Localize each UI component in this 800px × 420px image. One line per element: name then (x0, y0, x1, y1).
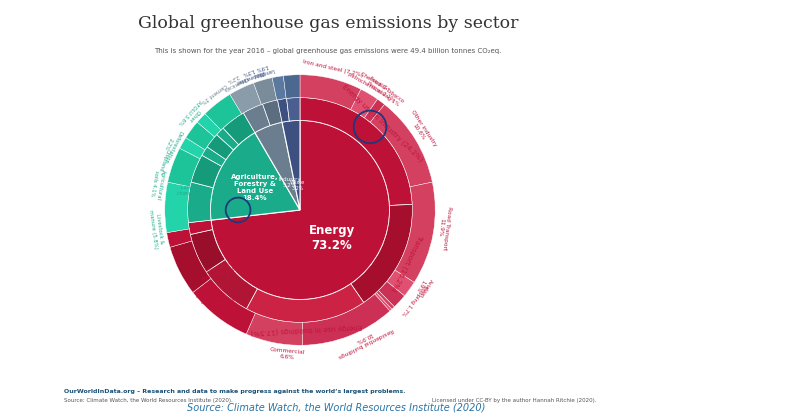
Wedge shape (191, 155, 222, 188)
Wedge shape (286, 97, 300, 121)
Text: Iron and steel (7.2%): Iron and steel (7.2%) (302, 59, 363, 78)
Text: Agriculture,
Forestry &
Land Use
18.4%: Agriculture, Forestry & Land Use 18.4% (231, 174, 278, 201)
Wedge shape (205, 94, 242, 130)
Wedge shape (211, 121, 390, 299)
Wedge shape (350, 89, 378, 118)
Wedge shape (365, 99, 385, 122)
Text: Aviation
1.9%: Aviation 1.9% (413, 275, 434, 299)
Text: Livestock &
manure (5.8%): Livestock & manure (5.8%) (148, 209, 164, 249)
Wedge shape (170, 241, 211, 292)
Text: OurWorldInData.org – Research and data to make progress against the world’s larg: OurWorldInData.org – Research and data t… (64, 388, 406, 394)
Wedge shape (378, 281, 405, 307)
Wedge shape (166, 229, 192, 247)
Wedge shape (351, 205, 413, 302)
Wedge shape (187, 182, 214, 223)
Wedge shape (254, 78, 277, 105)
Text: Waste
3.2%: Waste 3.2% (290, 180, 305, 191)
Text: Shipping 1.7%: Shipping 1.7% (400, 284, 427, 316)
Wedge shape (272, 76, 286, 100)
Text: Cropland: Cropland (158, 148, 170, 172)
Wedge shape (223, 113, 255, 144)
Text: Chemical &
petrochemical 2.2%: Chemical & petrochemical 2.2% (346, 66, 398, 102)
Wedge shape (300, 75, 361, 110)
Wedge shape (246, 284, 364, 323)
Text: Deforestation
2.2%: Deforestation 2.2% (158, 126, 183, 163)
Text: Source: Climate Watch, the World Resources Institute (2020): Source: Climate Watch, the World Resourc… (187, 402, 485, 412)
Text: Agricultural
soils 4.1%: Agricultural soils 4.1% (150, 168, 166, 200)
Wedge shape (302, 294, 390, 345)
Text: Our World
in Data: Our World in Data (612, 48, 664, 68)
Wedge shape (210, 133, 300, 220)
Wedge shape (168, 148, 200, 187)
Wedge shape (243, 104, 270, 133)
Text: Other
AFOLU 3.6%: Other AFOLU 3.6% (177, 98, 206, 129)
Text: Food & Tobacco
Processing 1%: Food & Tobacco Processing 1% (365, 76, 404, 108)
Text: Other industry
10.6%: Other industry 10.6% (405, 109, 437, 151)
Text: Source: Climate Watch, the World Resources Institute (2020).: Source: Climate Watch, the World Resourc… (64, 398, 233, 403)
Wedge shape (186, 122, 214, 150)
Text: This is shown for the year 2016 – global greenhouse gas emissions were 49.4 bill: This is shown for the year 2016 – global… (154, 48, 502, 54)
Wedge shape (217, 128, 238, 150)
Text: Wastewater
1.3%: Wastewater 1.3% (232, 64, 266, 85)
Text: Land use
change 1.5%: Land use change 1.5% (177, 185, 209, 196)
Wedge shape (180, 138, 205, 159)
Text: Road Transport
11.9%: Road Transport 11.9% (436, 205, 452, 250)
Text: Industry
5.2%: Industry 5.2% (278, 177, 301, 188)
Wedge shape (246, 313, 302, 345)
Wedge shape (262, 100, 282, 126)
Text: Fugitive emissions
from energy production
1.7%: Fugitive emissions from energy productio… (200, 253, 260, 287)
Text: Cement 3%: Cement 3% (200, 82, 228, 104)
Text: Energy
73.2%: Energy 73.2% (309, 224, 354, 252)
Text: Commercial
6.6%: Commercial 6.6% (269, 347, 306, 361)
Wedge shape (193, 278, 255, 334)
Wedge shape (278, 98, 290, 122)
Text: Chemicals
2.2%: Chemicals 2.2% (219, 70, 249, 92)
Wedge shape (188, 220, 213, 234)
Wedge shape (198, 114, 221, 137)
Wedge shape (202, 147, 226, 166)
Wedge shape (165, 182, 190, 233)
Wedge shape (395, 182, 435, 282)
Text: Energy use in buildings (17.5%): Energy use in buildings (17.5%) (250, 323, 362, 336)
Text: Licensed under CC-BY by the author Hannah Ritchie (2020).: Licensed under CC-BY by the author Hanna… (432, 398, 597, 403)
Wedge shape (230, 83, 262, 114)
Wedge shape (206, 260, 258, 309)
Wedge shape (370, 105, 432, 187)
Wedge shape (255, 122, 300, 210)
Text: Global greenhouse gas emissions by sector: Global greenhouse gas emissions by secto… (138, 15, 518, 32)
Wedge shape (283, 75, 300, 98)
Wedge shape (376, 291, 394, 309)
Text: Energy in Agriculture
& Fishing 1.7%: Energy in Agriculture & Fishing 1.7% (250, 268, 305, 299)
Text: Unallocated fuel
combustion: Unallocated fuel combustion (195, 294, 236, 308)
Text: Landfills
1.9%: Landfills 1.9% (250, 62, 274, 78)
Wedge shape (207, 134, 234, 160)
Text: Transport (16.2%): Transport (16.2%) (390, 234, 424, 292)
Wedge shape (282, 121, 300, 210)
Text: Residential buildings
10.9%: Residential buildings 10.9% (335, 321, 394, 358)
Wedge shape (190, 230, 226, 272)
Wedge shape (374, 292, 392, 311)
Wedge shape (300, 97, 412, 205)
Wedge shape (387, 270, 414, 296)
Text: Energy use in Industry (24.2%): Energy use in Industry (24.2%) (341, 84, 424, 163)
